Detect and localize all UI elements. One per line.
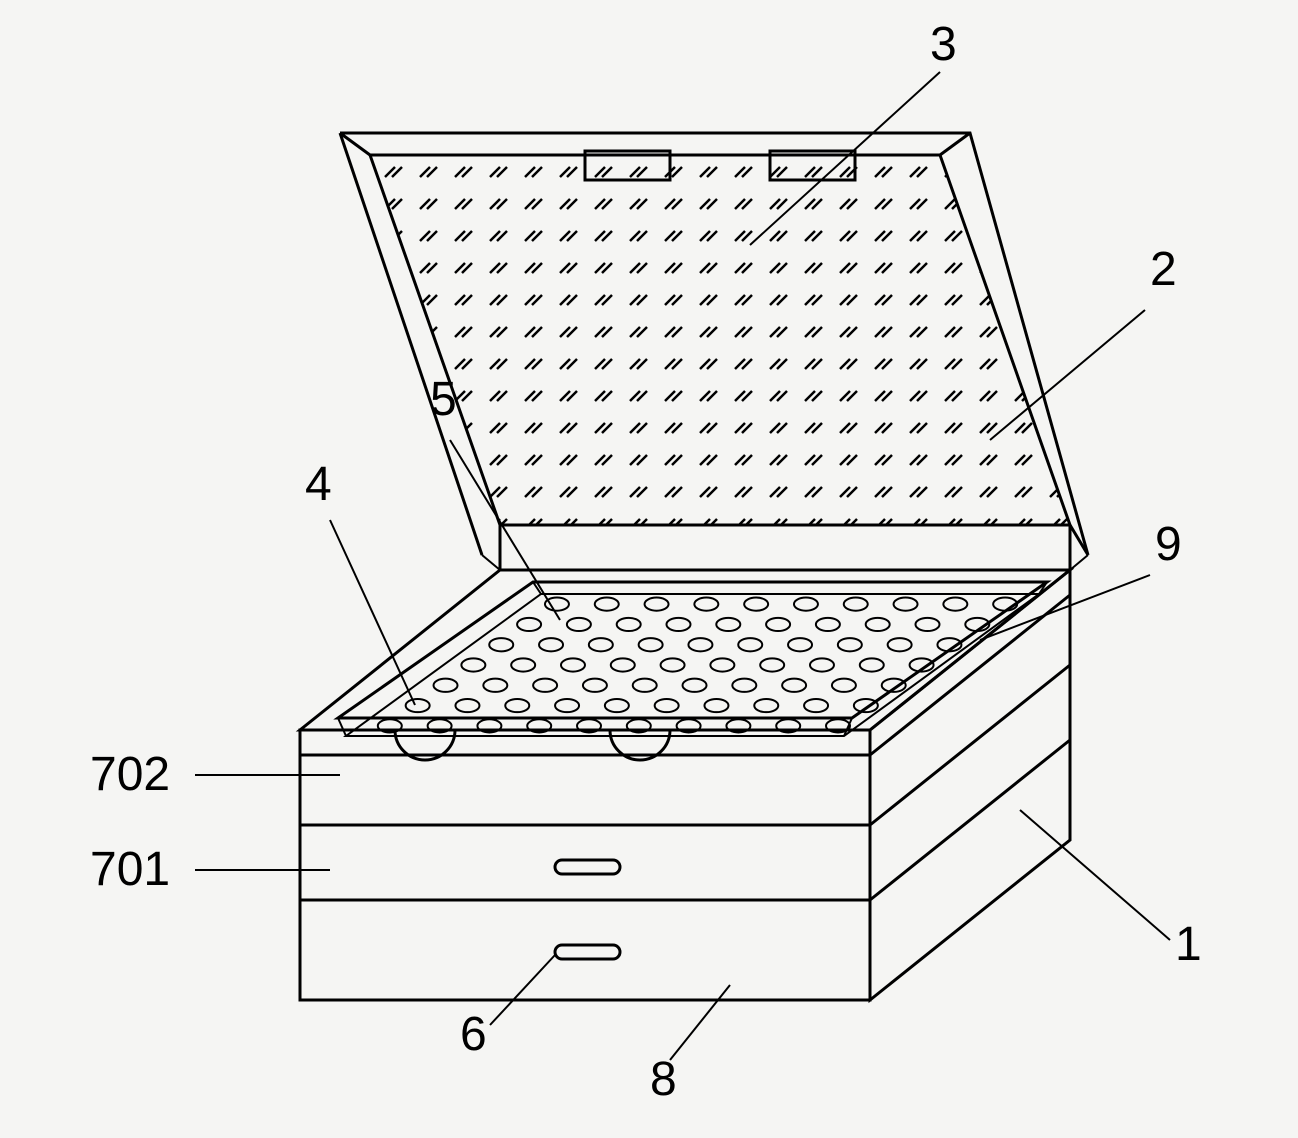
label-1: 1 xyxy=(1020,810,1202,971)
label-text-1: 1 xyxy=(1175,918,1202,971)
label-701: 701 xyxy=(90,843,330,896)
label-text-3: 3 xyxy=(930,18,957,71)
label-8: 8 xyxy=(650,985,730,1106)
technical-drawing: 3 2 5 4 9 702 701 1 6 8 xyxy=(0,0,1298,1138)
label-text-5: 5 xyxy=(430,373,457,426)
label-text-701: 701 xyxy=(90,843,170,896)
label-4: 4 xyxy=(305,458,415,705)
label-text-8: 8 xyxy=(650,1053,677,1106)
label-6: 6 xyxy=(460,955,555,1061)
label-text-9: 9 xyxy=(1155,518,1182,571)
box-body xyxy=(300,525,1088,1000)
label-text-702: 702 xyxy=(90,748,170,801)
label-text-4: 4 xyxy=(305,458,332,511)
label-text-2: 2 xyxy=(1150,243,1177,296)
perforated-plate xyxy=(346,594,1039,736)
label-text-6: 6 xyxy=(460,1008,487,1061)
lid xyxy=(340,133,1102,555)
label-9: 9 xyxy=(980,518,1182,640)
lid-hatch xyxy=(350,135,1102,529)
label-2: 2 xyxy=(990,243,1177,440)
